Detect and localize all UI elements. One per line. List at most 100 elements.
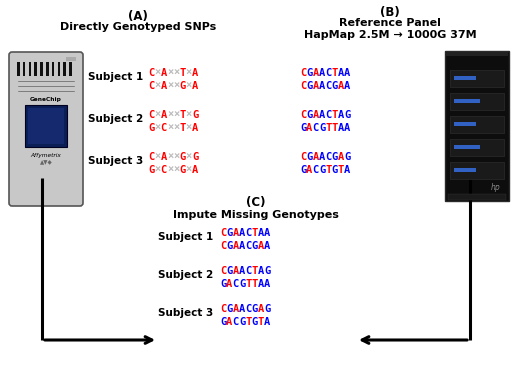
Text: A: A (239, 304, 245, 314)
Text: ×: × (154, 165, 161, 175)
Text: G: G (148, 165, 154, 175)
Text: C: C (325, 110, 331, 120)
Text: ×: × (186, 152, 192, 162)
Text: C: C (325, 152, 331, 162)
Text: G: G (180, 152, 186, 162)
Text: C: C (325, 81, 331, 91)
Text: Subject 2: Subject 2 (158, 270, 214, 280)
Text: A: A (226, 279, 232, 289)
Bar (450, 70, 504, 87)
Text: C: C (148, 152, 154, 162)
Text: T: T (245, 317, 251, 327)
Text: G: G (220, 317, 226, 327)
Text: ×: × (167, 68, 173, 78)
Text: A: A (319, 68, 325, 78)
Text: A: A (338, 152, 344, 162)
Text: G: G (300, 165, 306, 175)
Text: T: T (325, 123, 331, 133)
Text: C: C (300, 110, 306, 120)
Text: G: G (192, 110, 198, 120)
Bar (454, 168, 476, 172)
Text: ×: × (154, 152, 161, 162)
Text: A: A (192, 123, 198, 133)
Text: Subject 1: Subject 1 (158, 232, 214, 242)
Text: C: C (148, 81, 154, 91)
Text: A: A (239, 266, 245, 276)
Text: G: G (300, 123, 306, 133)
Text: ×: × (167, 123, 173, 133)
Text: ×: × (173, 81, 179, 91)
Text: C: C (245, 241, 251, 251)
Text: A: A (161, 81, 167, 91)
Text: A: A (161, 68, 167, 78)
Text: (B): (B) (380, 6, 400, 19)
Text: ×: × (154, 81, 161, 91)
Text: A: A (344, 165, 350, 175)
Text: A: A (258, 279, 264, 289)
Text: A: A (319, 152, 325, 162)
Text: T: T (180, 68, 186, 78)
Text: ×: × (173, 123, 179, 133)
Text: hp: hp (491, 183, 501, 193)
Text: G: G (264, 304, 270, 314)
Text: ×: × (173, 68, 179, 78)
Text: C: C (232, 279, 239, 289)
Text: ×: × (173, 165, 179, 175)
Text: G: G (319, 165, 325, 175)
Text: G: G (331, 81, 338, 91)
Bar (454, 122, 476, 126)
Text: G: G (344, 152, 350, 162)
Bar (450, 116, 504, 133)
Bar (17, 62, 19, 76)
Text: C: C (313, 165, 319, 175)
Bar (34, 62, 37, 76)
Text: G: G (148, 123, 154, 133)
Text: (C): (C) (246, 196, 266, 209)
Text: A: A (306, 123, 312, 133)
Bar (450, 162, 504, 179)
Text: A: A (232, 241, 239, 251)
FancyBboxPatch shape (445, 51, 509, 201)
Text: C: C (161, 165, 167, 175)
Text: A: A (344, 123, 350, 133)
Text: T: T (251, 279, 258, 289)
Text: ×: × (167, 165, 173, 175)
Bar (450, 139, 504, 156)
Text: T: T (331, 110, 338, 120)
Text: A: A (319, 81, 325, 91)
Text: A: A (306, 165, 312, 175)
Text: Subject 3: Subject 3 (88, 156, 143, 166)
Text: ×: × (154, 110, 161, 120)
Text: HapMap 2.5M → 1000G 37M: HapMap 2.5M → 1000G 37M (304, 30, 476, 40)
Text: ×: × (167, 110, 173, 120)
Text: ×: × (186, 81, 192, 91)
Text: C: C (245, 266, 251, 276)
Text: Subject 3: Subject 3 (158, 308, 214, 318)
Bar (23, 62, 25, 76)
Text: G: G (239, 317, 245, 327)
Text: A: A (264, 279, 270, 289)
Text: C: C (300, 152, 306, 162)
Text: G: G (306, 68, 312, 78)
Text: G: G (180, 81, 186, 91)
Text: G: G (264, 266, 270, 276)
Bar (52, 62, 54, 76)
Text: ×: × (154, 123, 161, 133)
Text: ×: × (167, 81, 173, 91)
Text: A: A (319, 110, 325, 120)
Bar (446, 52, 508, 56)
Text: ×: × (154, 68, 161, 78)
Bar (46, 62, 49, 76)
Text: A: A (192, 68, 198, 78)
Bar (448, 194, 506, 200)
Text: (A): (A) (128, 10, 148, 23)
Text: G: G (192, 152, 198, 162)
Text: A: A (338, 81, 344, 91)
Text: G: G (306, 81, 312, 91)
Text: T: T (251, 228, 258, 238)
Text: A: A (161, 110, 167, 120)
Bar (450, 93, 504, 110)
Text: C: C (245, 304, 251, 314)
Text: ×: × (173, 110, 179, 120)
Text: C: C (245, 228, 251, 238)
